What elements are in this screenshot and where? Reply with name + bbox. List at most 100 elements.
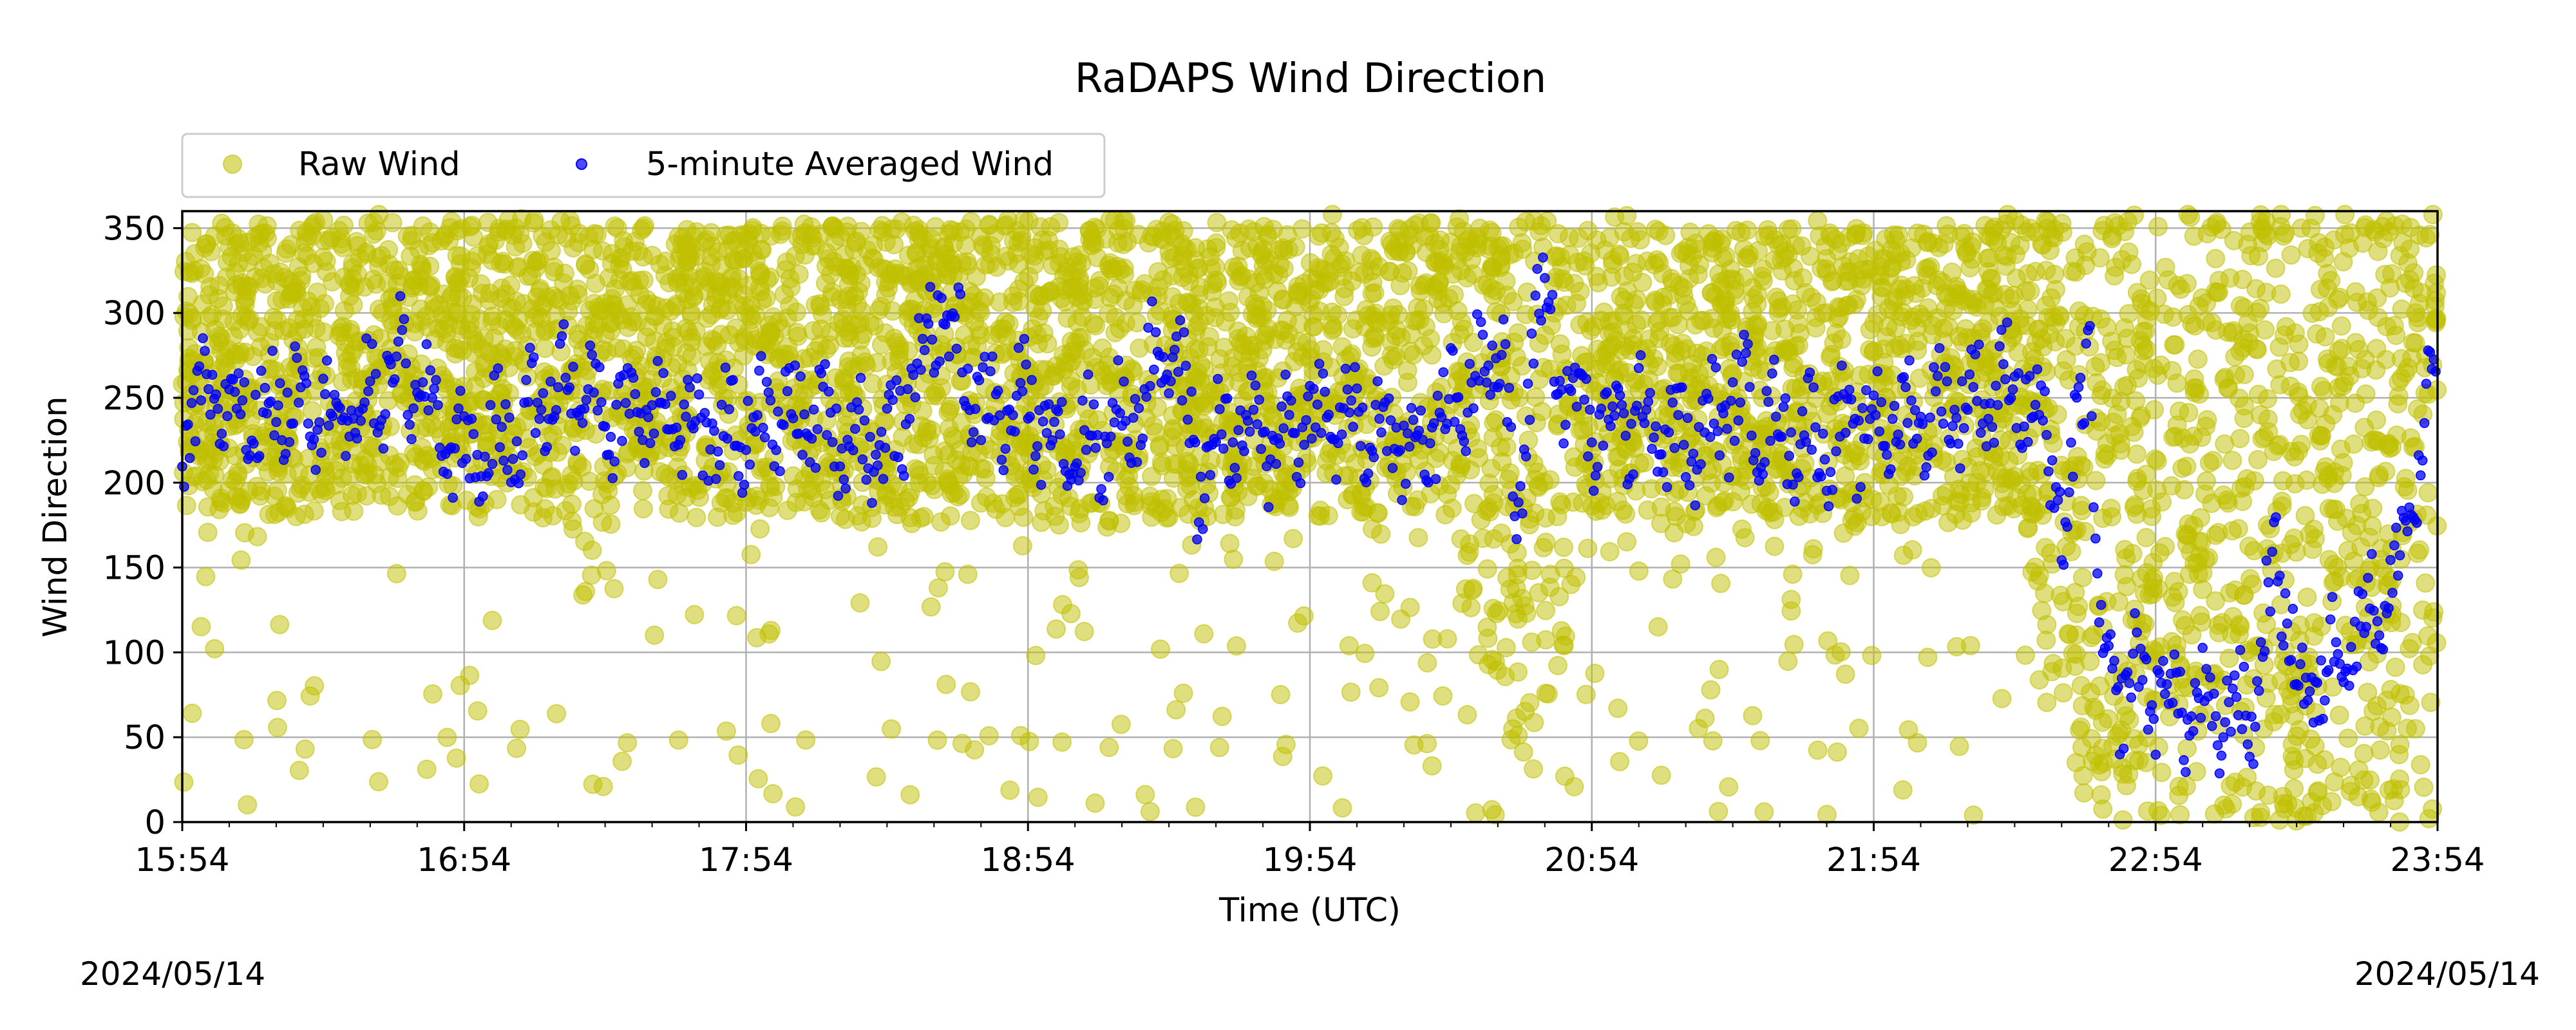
raw-wind-point (2219, 648, 2239, 668)
raw-wind-point (1403, 345, 1423, 365)
raw-wind-point (1561, 574, 1581, 594)
raw-wind-point (1313, 766, 1332, 786)
raw-wind-point (1602, 267, 1622, 287)
raw-wind-point (2053, 361, 2073, 381)
raw-wind-point (460, 217, 480, 237)
raw-wind-point (2114, 377, 2134, 397)
raw-wind-point (1355, 644, 1375, 663)
raw-wind-point (2358, 682, 2378, 702)
raw-wind-point (1146, 306, 1166, 325)
raw-wind-point (1206, 233, 1226, 253)
raw-wind-point (281, 235, 301, 255)
raw-wind-point (1893, 780, 1913, 800)
raw-wind-point (2427, 265, 2447, 285)
raw-wind-point (1850, 366, 1870, 386)
raw-wind-point (2248, 450, 2268, 469)
raw-wind-point (1783, 358, 1803, 378)
chart-title: RaDAPS Wind Direction (1075, 55, 1546, 102)
raw-wind-point (2119, 764, 2139, 784)
raw-wind-point (2072, 501, 2092, 521)
raw-wind-point (1074, 291, 1094, 311)
raw-wind-point (1921, 558, 1941, 577)
raw-wind-point (1019, 731, 1039, 751)
raw-wind-point (1140, 486, 1160, 506)
raw-wind-point (1142, 507, 1162, 527)
raw-wind-point (1483, 599, 1503, 619)
raw-wind-point (2345, 393, 2365, 413)
raw-wind-point (2377, 317, 2397, 337)
raw-wind-point (1371, 524, 1391, 544)
raw-wind-point (1271, 685, 1291, 704)
raw-wind-point (1818, 631, 1838, 651)
raw-wind-point (1991, 220, 2011, 240)
raw-wind-point (1578, 538, 1598, 558)
raw-wind-point (780, 269, 800, 289)
raw-wind-point (552, 435, 572, 455)
raw-wind-point (2213, 485, 2233, 505)
raw-wind-point (482, 610, 502, 630)
raw-wind-point (238, 795, 258, 815)
raw-wind-point (1584, 317, 1604, 337)
raw-wind-point (339, 467, 359, 487)
raw-wind-point (2390, 735, 2410, 754)
raw-wind-point (668, 730, 688, 750)
raw-wind-point (182, 704, 202, 723)
raw-wind-point (2195, 484, 2215, 504)
raw-wind-point (1889, 279, 1909, 299)
raw-wind-point (1396, 462, 1416, 482)
raw-wind-point (1701, 680, 1721, 700)
raw-wind-point (800, 377, 820, 397)
raw-wind-point (2324, 772, 2344, 792)
raw-wind-point (385, 260, 405, 280)
raw-wind-point (1108, 256, 1128, 276)
raw-wind-point (2184, 226, 2204, 246)
raw-wind-point (2330, 287, 2349, 307)
raw-wind-point (848, 295, 867, 315)
raw-wind-point (633, 481, 652, 501)
raw-wind-point (2165, 335, 2185, 355)
raw-wind-point (2018, 264, 2038, 284)
raw-wind-point (1618, 281, 1637, 301)
raw-wind-point (289, 760, 309, 780)
raw-wind-point (558, 474, 578, 494)
raw-wind-point (507, 258, 527, 278)
raw-wind-point (1052, 732, 1072, 752)
legend: Raw Wind 5-minute Averaged Wind (181, 133, 1106, 198)
raw-wind-point (2289, 334, 2309, 354)
raw-wind-point (1784, 635, 1804, 655)
raw-wind-point (1179, 467, 1198, 487)
raw-wind-point (627, 341, 647, 360)
raw-wind-point (2410, 754, 2430, 774)
raw-wind-point (1947, 491, 1967, 511)
raw-wind-point (1781, 601, 1801, 621)
raw-wind-point (1703, 731, 1723, 751)
raw-wind-point (922, 229, 942, 249)
raw-wind-point (684, 286, 704, 306)
raw-wind-point (1555, 766, 1575, 786)
raw-wind-point (1205, 308, 1225, 328)
raw-wind-point (413, 449, 433, 469)
raw-wind-point (1280, 498, 1300, 518)
raw-wind-point (274, 321, 294, 341)
raw-wind-point (1441, 475, 1461, 494)
raw-wind-point (2224, 230, 2244, 250)
raw-wind-point (2125, 729, 2145, 749)
raw-wind-point (1964, 805, 1984, 825)
raw-wind-point (612, 259, 632, 279)
raw-wind-point (739, 232, 759, 252)
raw-wind-point (618, 733, 638, 753)
raw-wind-point (383, 212, 402, 232)
raw-wind-point (2158, 270, 2178, 290)
raw-wind-point (621, 306, 641, 326)
raw-wind-point (1392, 263, 1412, 283)
raw-wind-point (2271, 704, 2291, 724)
raw-wind-point (2315, 248, 2334, 268)
raw-wind-point (1224, 549, 1244, 569)
raw-wind-point (2309, 302, 2329, 322)
raw-wind-point (1602, 353, 1622, 373)
raw-wind-point (2359, 652, 2379, 672)
raw-wind-point (1400, 597, 1420, 617)
raw-wind-point (2004, 285, 2024, 305)
raw-wind-point (1662, 268, 1681, 288)
raw-wind-point (1228, 321, 1248, 341)
